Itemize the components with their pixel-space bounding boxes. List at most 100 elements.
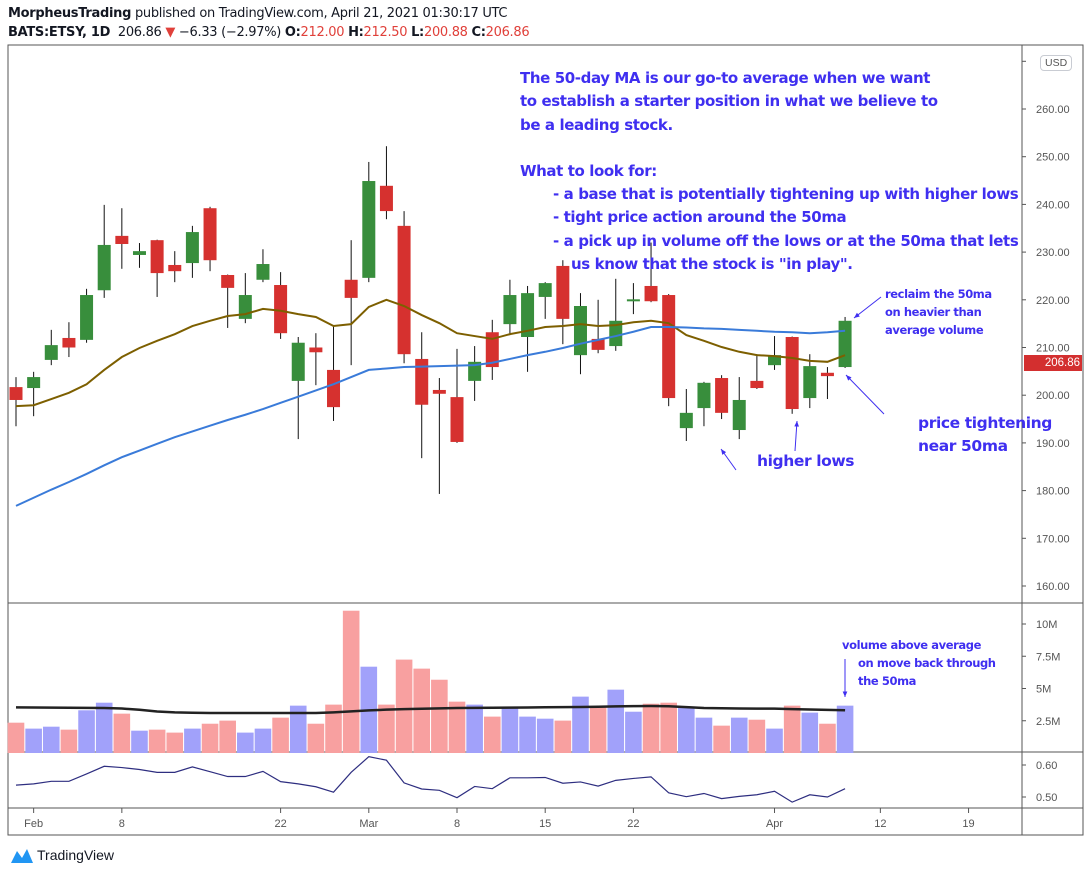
candle-up: [573, 306, 587, 356]
close-value: 206.86: [485, 25, 530, 40]
annotation-higher-lows: higher lows: [757, 452, 855, 470]
volume-bars: [7, 610, 854, 753]
annotation-volume: volume above average on move back throug…: [842, 636, 996, 690]
tradingview-logo[interactable]: TradingView: [10, 846, 114, 864]
axes: 160.00170.00180.00190.00200.00210.00220.…: [24, 60, 1070, 830]
high-value: 212.50: [363, 25, 408, 40]
volume-tick-label: 7.5M: [1036, 651, 1060, 663]
volume-bar: [748, 719, 766, 753]
price-tick-label: 200.00: [1036, 390, 1070, 402]
volume-bar: [25, 728, 42, 753]
volume-bar: [113, 713, 131, 753]
candle-down: [62, 337, 76, 348]
publish-line: MorpheusTrading published on TradingView…: [8, 6, 508, 21]
volume-bar: [237, 732, 254, 753]
candle-up: [838, 320, 852, 368]
candle-down: [785, 337, 799, 410]
annotation-line: What to look for:: [520, 161, 657, 180]
candle-down: [432, 389, 446, 394]
annotation-tightening: price tightening near 50ma: [918, 412, 1052, 458]
candle-down: [397, 225, 411, 355]
volume-bar: [466, 704, 483, 753]
symbol-line: BATS:ETSY, 1D 206.86 ▼ −6.33 (−2.97%) O:…: [8, 25, 530, 40]
annotation-line: price tightening: [918, 414, 1053, 432]
moving-averages: [15, 298, 846, 507]
candle-up: [97, 244, 111, 291]
candle-up: [44, 345, 58, 360]
annotation-line: on heavier than: [885, 305, 982, 319]
candle-down: [379, 185, 393, 212]
price-tick-label: 220.00: [1036, 295, 1070, 307]
currency-badge[interactable]: USD: [1040, 55, 1073, 71]
candle-up: [732, 399, 746, 431]
candle-up: [185, 232, 199, 264]
candle-down: [274, 285, 288, 334]
annotation-line: - a base that is potentially tightening …: [553, 185, 1019, 204]
volume-bar: [219, 720, 236, 753]
candle-down: [556, 265, 570, 319]
price-tick-label: 240.00: [1036, 199, 1070, 211]
volume-bar: [7, 722, 25, 753]
volume-bar: [325, 704, 342, 753]
close-label: C:: [471, 25, 486, 40]
indicator-tick-label: 0.50: [1036, 792, 1057, 804]
arrowhead-icon: [721, 449, 727, 455]
volume-bar: [95, 702, 113, 753]
candle-up: [609, 320, 623, 347]
open-value: 212.00: [300, 25, 345, 40]
price-change: −6.33 (−2.97%): [178, 25, 282, 40]
candle-down: [715, 378, 729, 413]
volume-bar: [607, 689, 625, 753]
volume-bar: [660, 702, 677, 753]
annotation-line: volume above average: [842, 638, 982, 652]
candle-up: [362, 181, 376, 278]
volume-bar: [589, 706, 607, 753]
annotation-line: on move back through: [858, 656, 996, 670]
volume-tick-label: 5M: [1036, 684, 1051, 696]
candle-up: [27, 377, 41, 389]
candles: [9, 146, 852, 494]
volume-bar: [201, 723, 219, 753]
volume-bar: [184, 728, 201, 753]
volume-bar: [783, 705, 801, 753]
volume-bar: [78, 710, 95, 753]
candle-down: [309, 347, 323, 353]
candle-down: [820, 372, 834, 377]
volume-bar: [60, 729, 78, 753]
candle-up: [521, 293, 535, 338]
volume-bar: [131, 730, 148, 753]
open-label: O:: [284, 25, 301, 40]
volume-bar: [695, 717, 713, 753]
annotation-line: be a leading stock.: [520, 115, 673, 134]
candle-down: [327, 369, 341, 408]
time-tick-label: Feb: [24, 818, 43, 830]
volume-bar: [819, 723, 836, 753]
time-tick-label: 8: [454, 818, 460, 830]
volume-bar: [483, 716, 501, 753]
candle-down: [750, 380, 764, 389]
candle-up: [697, 382, 711, 409]
volume-bar: [289, 705, 307, 753]
volume-bar: [254, 728, 272, 753]
candle-up: [538, 283, 552, 297]
ma20-line: [15, 298, 846, 408]
time-tick-label: Mar: [359, 818, 378, 830]
ma50-line: [15, 325, 846, 507]
volume-tick-label: 10M: [1036, 619, 1057, 631]
volume-bar: [519, 716, 536, 753]
time-tick-label: 22: [627, 818, 639, 830]
low-value: 200.88: [423, 25, 468, 40]
annotation-reclaim: reclaim the 50ma on heavier than average…: [885, 285, 992, 339]
annotation-line: - tight price action around the 50ma: [553, 208, 847, 227]
brand-name: TradingView: [37, 847, 115, 863]
annotation-line: The 50-day MA is our go-to average when …: [520, 69, 931, 87]
last-price: 206.86: [117, 25, 162, 40]
annotation-line: to establish a starter position in what …: [520, 92, 938, 111]
candle-up: [132, 251, 146, 255]
volume-bar: [536, 718, 554, 753]
volume-bar: [713, 725, 730, 753]
candle-down: [203, 208, 217, 261]
time-tick-label: 8: [119, 818, 125, 830]
author: MorpheusTrading: [8, 6, 132, 21]
